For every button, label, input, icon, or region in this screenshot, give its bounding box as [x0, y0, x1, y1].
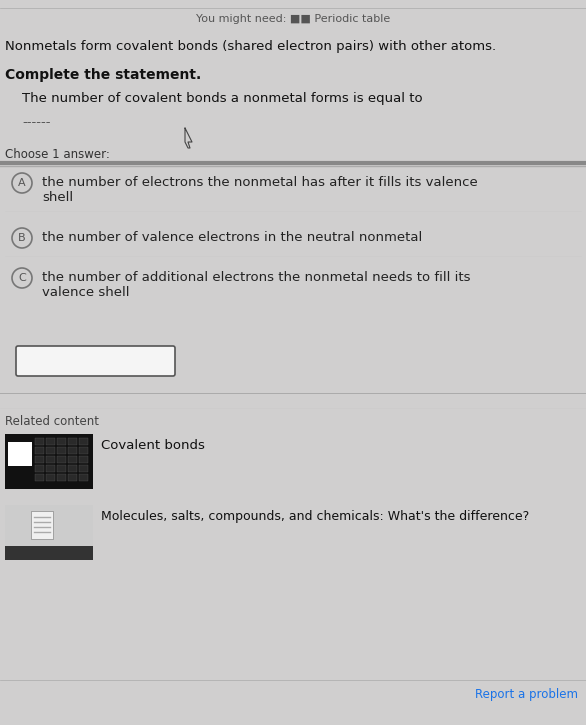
- Text: Show Periodic Table: Show Periodic Table: [33, 355, 158, 368]
- FancyBboxPatch shape: [5, 546, 93, 560]
- FancyBboxPatch shape: [35, 465, 44, 472]
- Text: ■ Article: ■ Article: [29, 549, 69, 558]
- Text: Report a problem: Report a problem: [475, 688, 578, 701]
- Text: the number of additional electrons the nonmetal needs to fill its
valence shell: the number of additional electrons the n…: [42, 271, 471, 299]
- Text: Complete the statement.: Complete the statement.: [5, 68, 201, 82]
- Text: Choose 1 answer:: Choose 1 answer:: [5, 148, 110, 161]
- FancyBboxPatch shape: [46, 465, 55, 472]
- FancyBboxPatch shape: [35, 447, 44, 454]
- FancyBboxPatch shape: [79, 465, 88, 472]
- FancyBboxPatch shape: [31, 511, 53, 539]
- FancyBboxPatch shape: [46, 456, 55, 463]
- FancyBboxPatch shape: [5, 434, 93, 489]
- FancyBboxPatch shape: [46, 447, 55, 454]
- Text: ------: ------: [22, 116, 50, 129]
- Text: You might need: ■■ Periodic table: You might need: ■■ Periodic table: [196, 14, 390, 24]
- FancyBboxPatch shape: [16, 346, 175, 376]
- Text: Covalent bonds: Covalent bonds: [101, 439, 205, 452]
- Text: C: C: [18, 273, 26, 283]
- FancyBboxPatch shape: [68, 456, 77, 463]
- FancyBboxPatch shape: [79, 456, 88, 463]
- FancyBboxPatch shape: [79, 438, 88, 445]
- FancyBboxPatch shape: [68, 465, 77, 472]
- FancyBboxPatch shape: [35, 438, 44, 445]
- FancyBboxPatch shape: [68, 447, 77, 454]
- FancyBboxPatch shape: [57, 456, 66, 463]
- Text: Nonmetals form covalent bonds (shared electron pairs) with other atoms.: Nonmetals form covalent bonds (shared el…: [5, 40, 496, 53]
- FancyBboxPatch shape: [35, 474, 44, 481]
- FancyBboxPatch shape: [46, 474, 55, 481]
- Text: ▶ 5:43: ▶ 5:43: [9, 476, 44, 486]
- FancyBboxPatch shape: [5, 505, 93, 560]
- FancyBboxPatch shape: [57, 465, 66, 472]
- FancyBboxPatch shape: [79, 447, 88, 454]
- FancyBboxPatch shape: [79, 474, 88, 481]
- FancyBboxPatch shape: [57, 447, 66, 454]
- FancyBboxPatch shape: [57, 438, 66, 445]
- Text: the number of valence electrons in the neutral nonmetal: the number of valence electrons in the n…: [42, 231, 423, 244]
- Text: A: A: [18, 178, 26, 188]
- Text: the number of electrons the nonmetal has after it fills its valence
shell: the number of electrons the nonmetal has…: [42, 176, 478, 204]
- FancyBboxPatch shape: [46, 438, 55, 445]
- FancyBboxPatch shape: [35, 456, 44, 463]
- Text: Molecules, salts, compounds, and chemicals: What's the difference?: Molecules, salts, compounds, and chemica…: [101, 510, 529, 523]
- FancyBboxPatch shape: [8, 442, 32, 466]
- Text: Related content: Related content: [5, 415, 99, 428]
- FancyBboxPatch shape: [68, 474, 77, 481]
- Text: The number of covalent bonds a nonmetal forms is equal to: The number of covalent bonds a nonmetal …: [22, 92, 423, 105]
- Text: B: B: [18, 233, 26, 243]
- FancyBboxPatch shape: [57, 474, 66, 481]
- FancyBboxPatch shape: [68, 438, 77, 445]
